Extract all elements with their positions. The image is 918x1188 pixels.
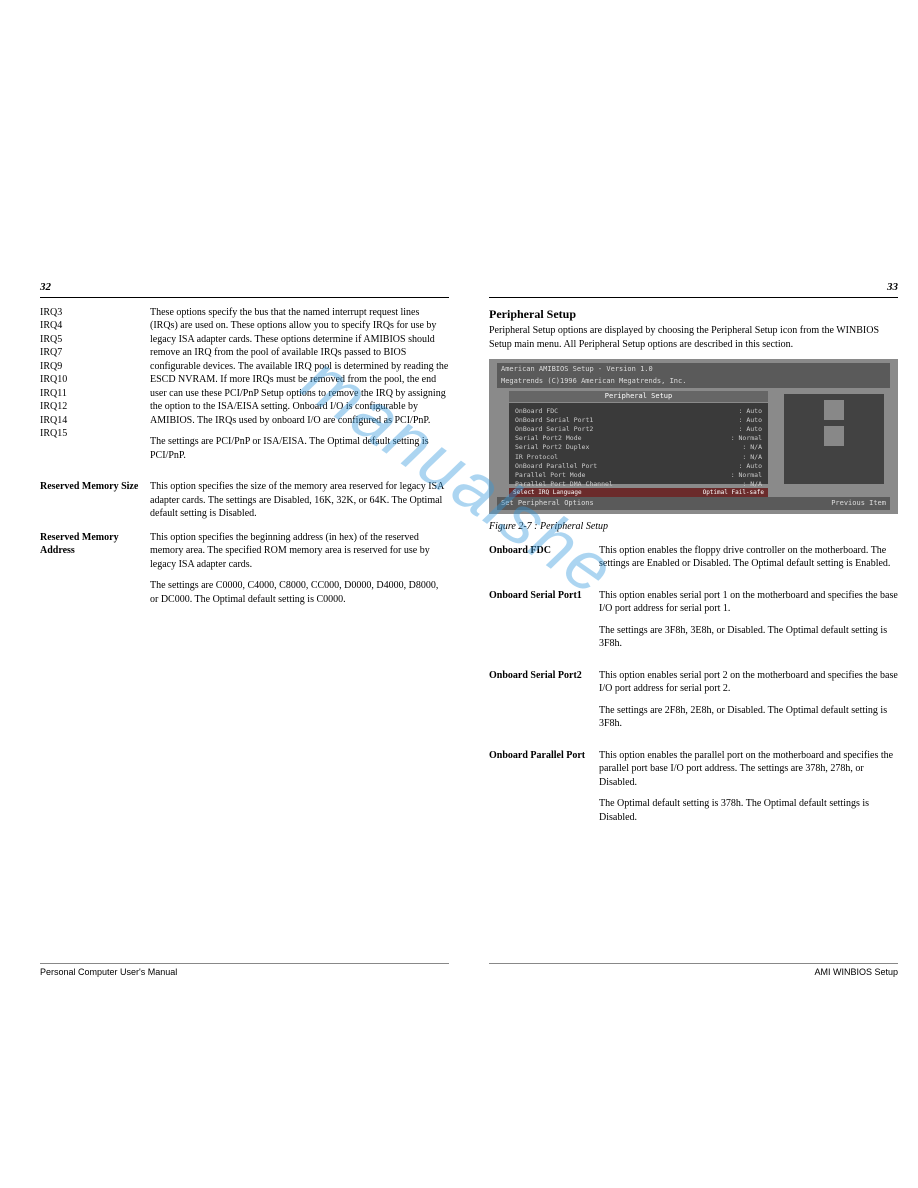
- bios-opt: OnBoard FDC: [515, 407, 558, 416]
- page-spread: 32 IRQ3 IRQ4 IRQ5 IRQ7 IRQ9 IRQ10 IRQ11 …: [40, 280, 898, 980]
- serial1-body: This option enables serial port 1 on the…: [599, 589, 898, 659]
- bios-val: : Auto: [739, 462, 762, 471]
- bios-val: : Normal: [731, 434, 762, 443]
- serial2-body: This option enables serial port 2 on the…: [599, 669, 898, 739]
- mem-addr-block: Reserved Memory Address This option spec…: [40, 531, 449, 615]
- irq-item: IRQ11: [40, 387, 150, 401]
- right-page: 33 Peripheral Setup Peripheral Setup opt…: [489, 280, 898, 980]
- irq-item: IRQ14: [40, 414, 150, 428]
- mem-addr-body: This option specifies the beginning addr…: [150, 531, 449, 615]
- bios-line: OnBoard Serial Port2 : Auto: [515, 425, 762, 434]
- bios-line: OnBoard FDC : Auto: [515, 407, 762, 416]
- serial2-label: Onboard Serial Port2: [489, 669, 599, 739]
- irq-item: IRQ5: [40, 333, 150, 347]
- left-bottom-rule: [40, 963, 449, 964]
- irq-labels: IRQ3 IRQ4 IRQ5 IRQ7 IRQ9 IRQ10 IRQ11 IRQ…: [40, 306, 150, 471]
- mem-size-block: Reserved Memory Size This option specifi…: [40, 480, 449, 521]
- left-rule: [40, 297, 449, 298]
- mem-addr-para-2: The settings are C0000, C4000, C8000, CC…: [150, 579, 449, 606]
- bios-val: : N/A: [742, 443, 762, 452]
- parallel-block: Onboard Parallel Port This option enable…: [489, 749, 898, 833]
- serial2-para-1: This option enables serial port 2 on the…: [599, 669, 898, 696]
- right-footer: AMI WINBIOS Setup: [814, 966, 898, 978]
- parallel-para-1: This option enables the parallel port on…: [599, 749, 898, 790]
- serial1-para-1: This option enables serial port 1 on the…: [599, 589, 898, 616]
- bios-figure: American AMIBIOS Setup - Version 1.0 Meg…: [489, 359, 898, 514]
- mem-size-body: This option specifies the size of the me…: [150, 480, 449, 521]
- irq-para-1: These options specify the bus that the n…: [150, 306, 449, 428]
- bios-opt: OnBoard Parallel Port: [515, 462, 597, 471]
- bios-opt: Parallel Port Mode: [515, 471, 585, 480]
- serial2-para-2: The settings are 2F8h, 2E8h, or Disabled…: [599, 704, 898, 731]
- bios-foot2-left: Set Peripheral Options: [501, 499, 594, 508]
- serial1-para-2: The settings are 3F8h, 3E8h, or Disabled…: [599, 624, 898, 651]
- bios-footer-bar-2: Set Peripheral Options Previous Item: [497, 497, 890, 510]
- mem-size-label: Reserved Memory Size: [40, 480, 150, 521]
- serial2-block: Onboard Serial Port2 This option enables…: [489, 669, 898, 739]
- parallel-body: This option enables the parallel port on…: [599, 749, 898, 833]
- bios-line: Parallel Port Mode : Normal: [515, 471, 762, 480]
- parallel-label: Onboard Parallel Port: [489, 749, 599, 833]
- bios-opt: IR Protocol: [515, 453, 558, 462]
- onboard-fdc-body: This option enables the floppy drive con…: [599, 544, 898, 579]
- onboard-fdc-block: Onboard FDC This option enables the flop…: [489, 544, 898, 579]
- bios-icon: [824, 426, 844, 446]
- irq-block: IRQ3 IRQ4 IRQ5 IRQ7 IRQ9 IRQ10 IRQ11 IRQ…: [40, 306, 449, 471]
- right-page-number: 33: [489, 280, 898, 295]
- bios-line: OnBoard Serial Port1 : Auto: [515, 416, 762, 425]
- bios-opt: OnBoard Serial Port1: [515, 416, 593, 425]
- bios-side-panel: [784, 394, 884, 484]
- bios-opt: Serial Port2 Mode: [515, 434, 582, 443]
- mem-addr-label: Reserved Memory Address: [40, 531, 150, 615]
- serial1-label: Onboard Serial Port1: [489, 589, 599, 659]
- parallel-para-2: The Optimal default setting is 378h. The…: [599, 797, 898, 824]
- irq-item: IRQ3: [40, 306, 150, 320]
- irq-description: These options specify the bus that the n…: [150, 306, 449, 471]
- bios-panel: OnBoard FDC : Auto OnBoard Serial Port1 : …: [509, 403, 768, 484]
- bios-val: : Auto: [739, 425, 762, 434]
- left-page-number: 32: [40, 280, 449, 295]
- bios-val: : Normal: [731, 471, 762, 480]
- right-rule: [489, 297, 898, 298]
- left-footer: Personal Computer User's Manual: [40, 966, 177, 978]
- onboard-fdc-label: Onboard FDC: [489, 544, 599, 579]
- bios-panel-title: Peripheral Setup: [509, 391, 768, 402]
- bios-header-2: Megatrends (C)1996 American Megatrends, …: [497, 375, 890, 388]
- irq-item: IRQ10: [40, 373, 150, 387]
- peripheral-intro: Peripheral Setup options are displayed b…: [489, 324, 898, 351]
- bios-line: OnBoard Parallel Port : Auto: [515, 462, 762, 471]
- figure-caption: Figure 2-7 : Peripheral Setup: [489, 520, 898, 534]
- bios-val: : N/A: [742, 453, 762, 462]
- mem-addr-para-1: This option specifies the beginning addr…: [150, 531, 449, 572]
- bios-line: Serial Port2 Duplex : N/A: [515, 443, 762, 452]
- bios-val: : Auto: [739, 416, 762, 425]
- left-page: 32 IRQ3 IRQ4 IRQ5 IRQ7 IRQ9 IRQ10 IRQ11 …: [40, 280, 449, 980]
- bios-icon: [824, 400, 844, 420]
- bios-opt: OnBoard Serial Port2: [515, 425, 593, 434]
- bios-opt: Serial Port2 Duplex: [515, 443, 589, 452]
- irq-item: IRQ7: [40, 346, 150, 360]
- right-bottom-rule: [489, 963, 898, 964]
- irq-item: IRQ12: [40, 400, 150, 414]
- onboard-fdc-para: This option enables the floppy drive con…: [599, 544, 898, 571]
- bios-line: Serial Port2 Mode : Normal: [515, 434, 762, 443]
- bios-val: : Auto: [739, 407, 762, 416]
- bios-line: IR Protocol : N/A: [515, 453, 762, 462]
- irq-item: IRQ4: [40, 319, 150, 333]
- irq-item: IRQ9: [40, 360, 150, 374]
- irq-item: IRQ15: [40, 427, 150, 441]
- serial1-block: Onboard Serial Port1 This option enables…: [489, 589, 898, 659]
- bios-foot2-right: Previous Item: [831, 499, 886, 508]
- peripheral-heading: Peripheral Setup: [489, 306, 898, 322]
- irq-para-2: The settings are PCI/PnP or ISA/EISA. Th…: [150, 435, 449, 462]
